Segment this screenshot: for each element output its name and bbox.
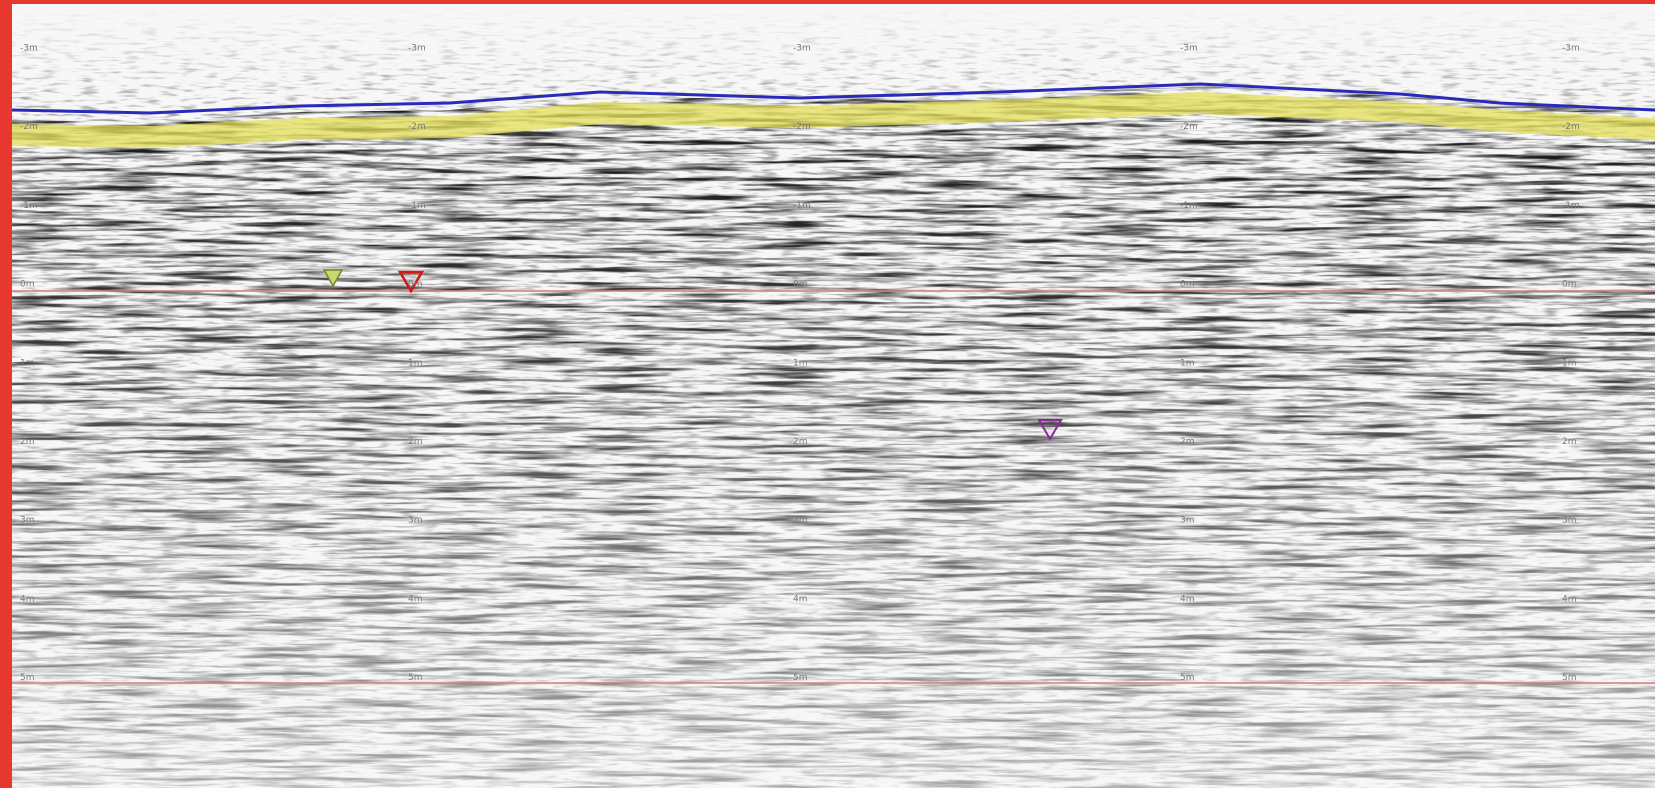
depth-label: 2m	[20, 437, 35, 447]
depth-label: 3m	[20, 516, 35, 526]
depth-label: 4m	[1562, 594, 1577, 604]
depth-label: 0m	[1562, 280, 1577, 290]
depth-label: 5m	[20, 673, 35, 683]
depth-label: -1m	[20, 201, 38, 211]
depth-label: 3m	[408, 516, 423, 526]
depth-label: 5m	[1562, 673, 1577, 683]
depth-label: 4m	[20, 594, 35, 604]
depth-label: 3m	[1562, 516, 1577, 526]
depth-label: 3m	[1180, 516, 1195, 526]
depth-label: 5m	[793, 673, 808, 683]
depth-label: 0m	[20, 280, 35, 290]
depth-label: 4m	[408, 594, 423, 604]
depth-label: 2m	[408, 437, 423, 447]
depth-label: 2m	[793, 437, 808, 447]
depth-label: -3m	[408, 44, 426, 54]
depth-label: -3m	[1562, 44, 1580, 54]
depth-label: -3m	[20, 44, 38, 54]
depth-label: 1m	[1180, 358, 1195, 368]
depth-label: -1m	[793, 201, 811, 211]
depth-label: 2m	[1180, 437, 1195, 447]
depth-label: 0m	[793, 280, 808, 290]
depth-label: -3m	[1180, 44, 1198, 54]
depth-label: 1m	[408, 358, 423, 368]
depth-label: 0m	[408, 280, 423, 290]
depth-label: 1m	[793, 358, 808, 368]
depth-label: -2m	[408, 122, 426, 132]
depth-label: 5m	[408, 673, 423, 683]
depth-label: -1m	[408, 201, 426, 211]
depth-label: 4m	[793, 594, 808, 604]
depth-label: 1m	[20, 358, 35, 368]
radargram: -3m -3m -3m -3m -3m -2m -2m -2m -2m -2m -1m -1m -1m -…	[0, 0, 1655, 788]
page: -3m -3m -3m -3m -3m -2m -2m -2m -2m -2m -1m -1m -1m -…	[0, 0, 1655, 788]
depth-label: 5m	[1180, 673, 1195, 683]
depth-label: -3m	[793, 44, 811, 54]
depth-label: 0m	[1180, 280, 1195, 290]
depth-label: -2m	[1562, 122, 1580, 132]
depth-label: 1m	[1562, 358, 1577, 368]
depth-label: -1m	[1562, 201, 1580, 211]
depth-label: -2m	[1180, 122, 1198, 132]
depth-label: -2m	[20, 122, 38, 132]
depth-label: -2m	[793, 122, 811, 132]
depth-label: 2m	[1562, 437, 1577, 447]
depth-label: -1m	[1180, 201, 1198, 211]
depth-label: 3m	[793, 516, 808, 526]
depth-label: 4m	[1180, 594, 1195, 604]
